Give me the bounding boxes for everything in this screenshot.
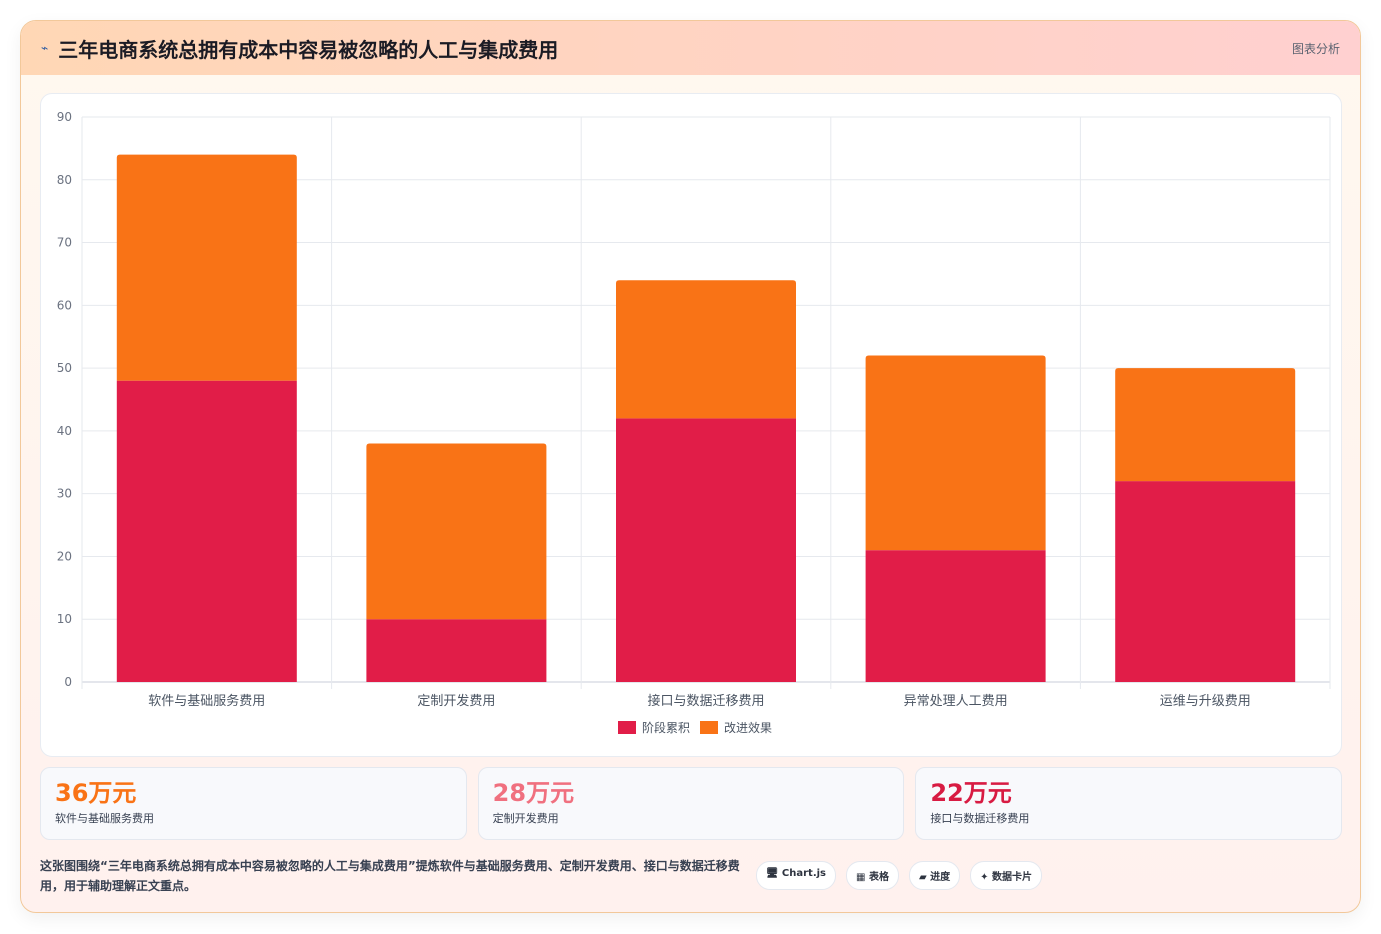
chip-chartjs[interactable]: 🖥 Chart.js — [755, 861, 837, 890]
card-header: ⌁ 三年电商系统总拥有成本中容易被忽略的人工与集成费用 图表分析 — [21, 21, 1360, 75]
x-tick-label: 运维与升级费用 — [1160, 694, 1251, 709]
y-tick-label: 0 — [64, 675, 72, 689]
legend-label: 阶段累积 — [642, 720, 690, 735]
y-tick-label: 10 — [57, 612, 72, 626]
bar-segment — [865, 550, 1046, 682]
y-tick-label: 50 — [57, 361, 72, 375]
chip-data-card[interactable]: ✦ 数据卡片 — [970, 861, 1042, 890]
stat-label: 定制开发费用 — [492, 812, 559, 825]
page-title: 三年电商系统总拥有成本中容易被忽略的人工与集成费用 — [58, 37, 559, 62]
stat-value: 36万元 — [55, 779, 137, 807]
bar-segment — [616, 280, 796, 419]
stat-card: 36万元 软件与基础服务费用 — [40, 767, 467, 840]
x-tick-label: 定制开发费用 — [417, 693, 495, 709]
card-footer: 这张图围绕“三年电商系统总拥有成本中容易被忽略的人工与集成费用”提炼软件与基础服… — [40, 853, 1342, 898]
legend-swatch — [618, 721, 636, 734]
chart-container: 0 10 20 30 40 50 60 70 80 90 软件与基础服务费用 定制开发费用 接口与数据迁… — [40, 93, 1342, 757]
y-tick-label: 40 — [57, 424, 72, 438]
category-tag: 图表分析 — [1291, 41, 1340, 56]
y-tick-label: 90 — [57, 110, 72, 124]
chart-description: 这张图围绕“三年电商系统总拥有成本中容易被忽略的人工与集成费用”提炼软件与基础服… — [40, 858, 740, 893]
stat-label: 软件与基础服务费用 — [55, 812, 154, 825]
bar-segment — [366, 443, 547, 620]
feature-chips: 🖥 Chart.js ▦ 表格 ▰ 进度 ✦ 数据卡片 — [755, 861, 1042, 890]
x-tick-label: 软件与基础服务费用 — [148, 693, 265, 709]
stat-card: 28万元 定制开发费用 — [477, 767, 905, 840]
legend-swatch — [700, 721, 718, 734]
stat-value: 22万元 — [930, 779, 1012, 807]
chip-table[interactable]: ▦ 表格 — [846, 861, 899, 890]
bar-segment — [366, 619, 547, 682]
stat-value: 28万元 — [492, 779, 575, 807]
bar-segment — [116, 380, 297, 682]
y-tick-label: 80 — [57, 173, 72, 187]
bar-segment — [1115, 368, 1296, 482]
y-tick-label: 20 — [57, 549, 72, 563]
bar-segment — [865, 355, 1046, 551]
stat-label: 接口与数据迁移费用 — [930, 812, 1030, 825]
bar-segment — [616, 418, 796, 682]
chart-icon: ⌁ — [41, 41, 49, 55]
y-tick-label: 70 — [57, 236, 72, 250]
bar-segment — [1115, 481, 1296, 682]
stacked-bar-chart: 0 10 20 30 40 50 60 70 80 90 软件与基础服务费用 定制开发费用 接口与数据迁… — [57, 110, 1331, 735]
legend-label: 改进效果 — [724, 720, 772, 735]
title-wrap: ⌁ 三年电商系统总拥有成本中容易被忽略的人工与集成费用 — [41, 34, 558, 63]
y-tick-label: 60 — [57, 298, 72, 312]
stat-card: 22万元 接口与数据迁移费用 — [915, 767, 1343, 840]
chart-card: ⌁ 三年电商系统总拥有成本中容易被忽略的人工与集成费用 图表分析 0 10 20 30… — [20, 20, 1361, 913]
stat-cards: 36万元 软件与基础服务费用 28万元 定制开发费用 22万元 接口与数据迁移费… — [40, 767, 1343, 840]
x-tick-label: 异常处理人工费用 — [904, 694, 1008, 709]
y-tick-label: 30 — [57, 487, 72, 501]
x-tick-label: 接口与数据迁移费用 — [647, 693, 764, 709]
chip-progress[interactable]: ▰ 进度 — [908, 861, 961, 890]
bar-segment — [116, 154, 297, 381]
